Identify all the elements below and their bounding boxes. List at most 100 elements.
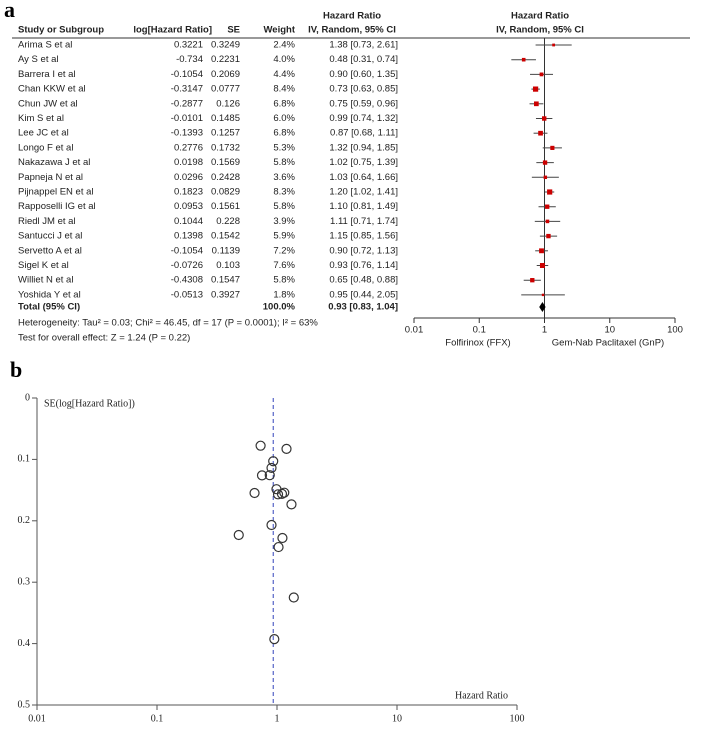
effect-box [543, 175, 548, 180]
effect-box [532, 86, 539, 92]
weight: 3.9% [273, 216, 295, 227]
x-tick-label: 1 [275, 713, 280, 724]
weight: 3.6% [273, 172, 295, 183]
log-hr: 0.0296 [174, 172, 203, 183]
effect-box [530, 278, 535, 283]
log-hr: 0.1044 [174, 216, 203, 227]
se: 0.1569 [211, 157, 240, 168]
se: 0.1547 [211, 275, 240, 286]
study-point [264, 470, 275, 481]
se: 0.0829 [211, 187, 240, 198]
effect-box [550, 145, 555, 150]
header-se: SE [227, 25, 240, 36]
log-hr: 0.1398 [174, 231, 203, 242]
hr-ci: 0.95 [0.44, 2.05] [329, 289, 398, 300]
x-tick-label: 0.1 [151, 713, 164, 724]
log-hr: 0.0953 [174, 201, 203, 212]
hr-ci: 0.73 [0.63, 0.85] [329, 84, 398, 95]
log-hr: -0.0726 [171, 260, 203, 271]
x-tick-label: 100 [510, 713, 525, 724]
effect-box [539, 72, 544, 77]
se: 0.3927 [211, 289, 240, 300]
effect-box [552, 43, 556, 47]
x-tick-label: 0.01 [28, 713, 46, 724]
x-tick-label: 10 [604, 325, 615, 336]
panel-label: a [4, 0, 15, 22]
effect-box [539, 263, 545, 268]
weight: 5.3% [273, 142, 295, 153]
y-tick-label: 0.5 [18, 699, 31, 710]
log-hr: -0.734 [176, 54, 203, 65]
se: 0.1561 [211, 201, 240, 212]
se: 0.1257 [211, 128, 240, 139]
effect-box [542, 116, 547, 121]
log-hr: -0.1393 [171, 128, 203, 139]
overall-effect: Test for overall effect: Z = 1.24 (P = 0… [18, 333, 190, 344]
study-point [276, 488, 288, 499]
study-point [256, 470, 268, 481]
x-tick-label: 0.01 [405, 325, 424, 336]
hr-ci: 1.32 [0.94, 1.85] [329, 142, 398, 153]
weight: 7.2% [273, 245, 295, 256]
study-name: Barrera I et al [18, 69, 76, 80]
study-point [269, 634, 280, 645]
se: 0.1139 [212, 245, 240, 256]
log-hr: -0.1054 [171, 69, 203, 80]
study-name: Williet N et al [18, 275, 73, 286]
weight: 5.8% [273, 275, 295, 286]
weight: 5.9% [273, 231, 295, 242]
hr-ci: 1.10 [0.81, 1.49] [329, 201, 398, 212]
study-point [255, 440, 266, 451]
weight: 4.4% [273, 69, 295, 80]
x-tick-label: 10 [392, 713, 402, 724]
x-tick-label: 0.1 [473, 325, 486, 336]
weight: 4.0% [273, 54, 295, 65]
hr-ci: 0.75 [0.59, 0.96] [329, 98, 398, 109]
hr-ci: 0.93 [0.83, 1.04] [328, 302, 398, 313]
hr-ci: 1.38 [0.73, 2.61] [329, 40, 398, 51]
y-tick-label: 0.2 [18, 515, 31, 526]
effect-box [539, 248, 544, 254]
weight: 7.6% [273, 260, 295, 271]
study-name: Ay S et al [18, 54, 59, 65]
weight: 6.8% [273, 128, 295, 139]
effect-box [541, 293, 545, 297]
se: 0.1485 [211, 113, 240, 124]
study-name: Riedl JM et al [18, 216, 76, 227]
study-point [281, 443, 292, 455]
pooled-diamond [539, 302, 546, 312]
heterogeneity: Heterogeneity: Tau² = 0.03; Chi² = 46.45… [18, 318, 318, 329]
study-name: Chun JW et al [18, 98, 78, 109]
favours-left: Folfirinox (FFX) [445, 338, 510, 349]
log-hr: 0.0198 [174, 157, 203, 168]
x-axis-label: Hazard Ratio [455, 690, 508, 701]
header-weight: Weight [264, 25, 296, 36]
y-tick-label: 0 [25, 392, 30, 403]
x-tick-label: 100 [667, 325, 683, 336]
se: 0.126 [216, 98, 240, 109]
hr-ci: 0.93 [0.76, 1.14] [329, 260, 398, 271]
y-axis-label: SE(log[Hazard Ratio]) [44, 398, 135, 409]
effect-box [547, 189, 553, 195]
log-hr: -0.4308 [171, 275, 203, 286]
weight: 6.0% [273, 113, 295, 124]
study-point [288, 592, 299, 603]
study-point [277, 532, 288, 544]
y-tick-label: 0.1 [18, 454, 31, 465]
log-hr: -0.2877 [171, 98, 203, 109]
weight: 5.8% [273, 157, 295, 168]
study-name: Arima S et al [18, 40, 72, 51]
study-point [272, 489, 284, 500]
log-hr: -0.3147 [171, 84, 203, 95]
panel-label: b [10, 357, 22, 382]
effect-box [546, 233, 551, 239]
weight: 8.4% [273, 84, 295, 95]
study-name: Sigel K et al [18, 260, 69, 271]
study-point [266, 462, 277, 474]
hr-ci: 0.99 [0.74, 1.32] [329, 113, 398, 124]
study-point [249, 487, 260, 499]
se: 0.0777 [211, 84, 240, 95]
effect-box [545, 204, 550, 209]
study-name: Kim S et al [18, 113, 64, 124]
